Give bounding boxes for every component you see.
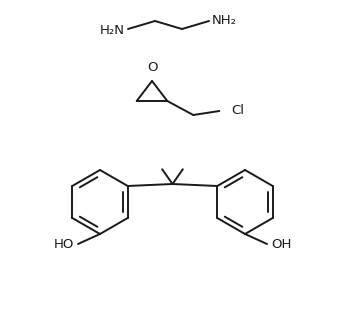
Text: HO: HO xyxy=(53,237,74,250)
Text: Cl: Cl xyxy=(231,104,244,117)
Text: O: O xyxy=(147,61,157,74)
Text: H₂N: H₂N xyxy=(100,24,125,37)
Text: NH₂: NH₂ xyxy=(212,14,237,26)
Text: OH: OH xyxy=(271,237,292,250)
